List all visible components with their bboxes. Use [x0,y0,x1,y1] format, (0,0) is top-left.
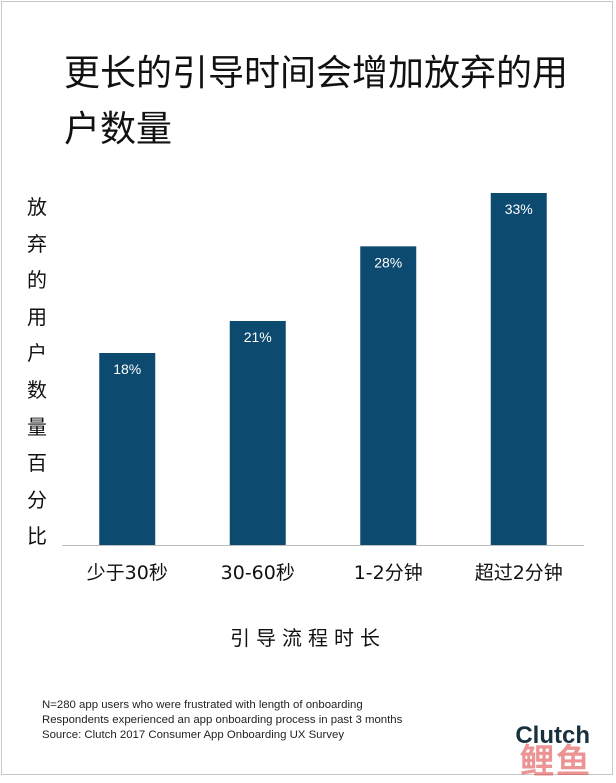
x-tick-label: 超过2分钟 [475,562,563,584]
footnote-respondents: Respondents experienced an app onboardin… [42,714,403,726]
bar-value-label: 18% [113,361,141,377]
chart-title: 更长的引导时间会增加放弃的用户数量 [64,53,569,150]
y-axis-label: 放弃的用户数量百分比 [27,195,47,549]
bar-2 [229,321,286,545]
footnote-sample: N=280 app users who were frustrated with… [42,699,363,711]
bar-value-label: 33% [505,201,533,217]
bars-group [99,193,547,546]
x-tick-label: 少于30秒 [87,562,168,584]
footnotes: N=280 app users who were frustrated with… [42,698,512,743]
labels-group: 18% 少于30秒 21% 30-60秒 28% 1-2分钟 33% 超过2分钟 [87,201,563,584]
bar-1 [99,353,156,545]
bar-3 [360,246,417,546]
x-tick-label: 30-60秒 [221,562,295,584]
watermark-logo: 鲤鱼 [520,742,592,782]
clutch-logo: Clutch [515,722,590,749]
x-axis-label: 引导流程时长 [230,626,386,650]
footnote-source: Source: Clutch 2017 Consumer App Onboard… [42,729,345,741]
bar-value-label: 28% [374,254,402,270]
bar-4 [490,193,547,545]
bar-value-label: 21% [244,329,272,345]
x-tick-label: 1-2分钟 [354,562,423,584]
